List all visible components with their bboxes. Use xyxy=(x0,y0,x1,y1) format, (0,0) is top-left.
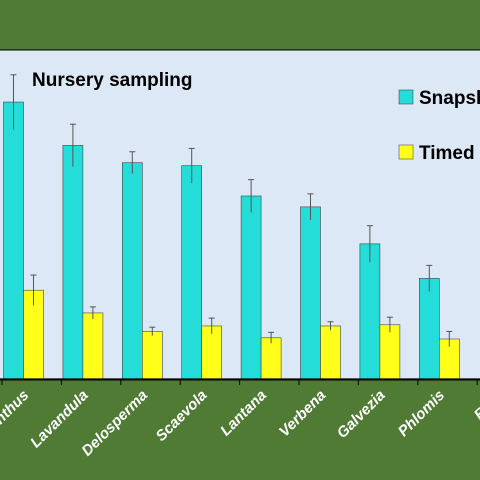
bar-timed xyxy=(320,325,341,380)
x-tick-label: Bu… xyxy=(471,387,480,424)
bar-snapshot xyxy=(240,195,262,380)
bar-snapshot xyxy=(300,206,321,380)
x-tick-label: Verbena xyxy=(276,387,329,440)
x-tick-label: Lantana xyxy=(217,387,270,440)
bar-timed xyxy=(201,325,222,380)
legend-label-timed: Timed xyxy=(419,143,475,164)
x-tick-label: …anthus xyxy=(0,387,32,444)
x-ticks xyxy=(1,379,478,385)
bar-snapshot xyxy=(3,101,24,380)
bar-snapshot xyxy=(359,243,381,380)
bars-layer xyxy=(3,74,460,380)
x-tick-label: Lavandula xyxy=(27,387,91,451)
bar-snapshot xyxy=(62,145,84,380)
bar-timed xyxy=(260,337,282,380)
x-tick-label: Phlomis xyxy=(395,387,448,440)
chart-title: Nursery sampling xyxy=(32,70,193,91)
legend: Snapsh… Timed xyxy=(398,88,480,164)
legend-swatch-snapshot xyxy=(398,89,414,105)
bar-timed xyxy=(142,331,163,380)
x-tick-label: Galvezia xyxy=(334,387,389,442)
bar-timed xyxy=(82,312,104,380)
x-tick-label: Scaevola xyxy=(153,387,211,445)
bar-timed xyxy=(379,324,401,380)
legend-label-snapshot: Snapsh… xyxy=(419,88,480,109)
bar-snapshot xyxy=(418,278,440,380)
legend-swatch-timed xyxy=(398,144,414,160)
bar-snapshot xyxy=(181,165,202,380)
bar-snapshot xyxy=(122,162,143,380)
